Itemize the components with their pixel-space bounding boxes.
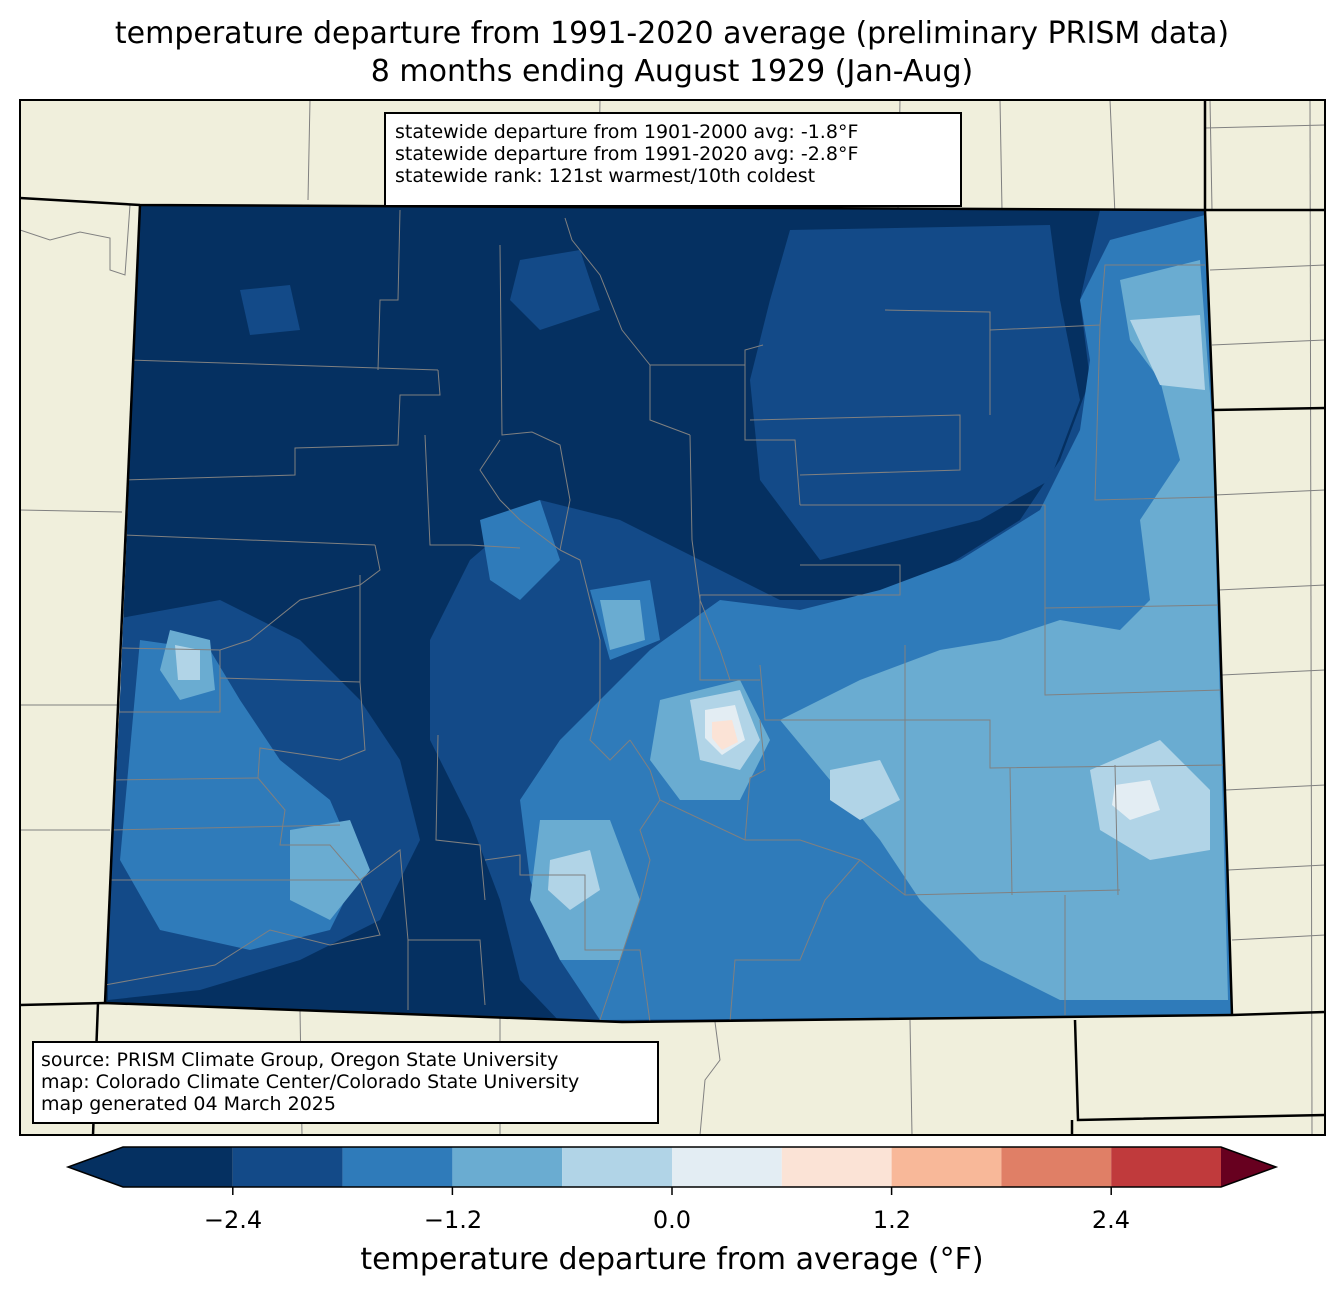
credits-source: source: PRISM Climate Group, Oregon Stat… <box>41 1049 559 1071</box>
colorbar-label: temperature departure from average (°F) <box>360 1242 984 1277</box>
colorbar-bin <box>891 1147 1002 1187</box>
colorbar-bin <box>562 1147 672 1187</box>
colorbar-bin <box>123 1147 233 1187</box>
credits-map-author: map: Colorado Climate Center/Colorado St… <box>41 1071 580 1093</box>
map-title-line-2: 8 months ending August 1929 (Jan-Aug) <box>370 54 974 89</box>
colorbar-bin <box>452 1147 563 1187</box>
colorbar-tick-label: 0.0 <box>652 1206 692 1234</box>
temperature-field <box>105 205 1232 1022</box>
colorbar-extend-low <box>68 1147 123 1187</box>
colorbar-bin <box>1111 1147 1221 1187</box>
colorbar-extend-high <box>1221 1147 1276 1187</box>
colorbar-outline <box>65 1146 1279 1188</box>
stats-departure-1901-2000: statewide departure from 1901-2000 avg: … <box>395 121 859 143</box>
colorbar-tick-label: 2.4 <box>1091 1206 1131 1234</box>
stats-departure-1991-2020: statewide departure from 1991-2020 avg: … <box>395 143 859 165</box>
credits-box: source: PRISM Climate Group, Oregon Stat… <box>32 1041 659 1124</box>
colorado-county-lines <box>105 209 1226 1022</box>
colorbar-bin <box>672 1147 782 1187</box>
stats-rank: statewide rank: 121st warmest/10th colde… <box>395 165 816 187</box>
colorbar-tick-label: −1.2 <box>423 1206 483 1234</box>
colorbar-bin <box>342 1147 453 1187</box>
statewide-stats-box: statewide departure from 1901-2000 avg: … <box>384 112 962 207</box>
credits-generated-date: map generated 04 March 2025 <box>41 1093 336 1115</box>
colorbar <box>65 1146 1279 1195</box>
colorbar-bin <box>232 1147 343 1187</box>
colorbar-bin <box>1001 1147 1112 1187</box>
colorbar-tick-label: 1.2 <box>872 1206 912 1234</box>
map-frame <box>19 99 1326 1136</box>
map-title-line-1: temperature departure from 1991-2020 ave… <box>114 16 1230 51</box>
colorbar-tick-label: −2.4 <box>203 1206 263 1234</box>
colorbar-bin <box>781 1147 892 1187</box>
